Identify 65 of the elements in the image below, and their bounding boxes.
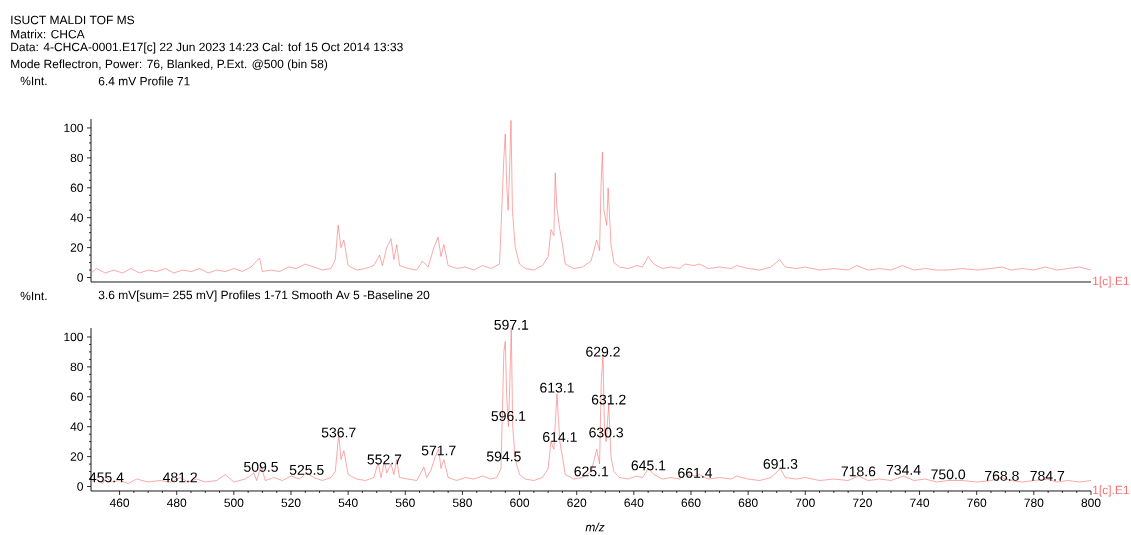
y-tick-label: 100	[64, 123, 83, 133]
annotation: 571.7	[421, 445, 456, 456]
x-tick-label: 620	[567, 498, 587, 508]
y-tick-label: 20	[70, 243, 83, 252]
x-tick-label: 520	[281, 498, 301, 508]
x-tick-label: 540	[338, 498, 358, 508]
text: 1[c].E1	[1093, 276, 1129, 288]
x-tick-label: 800	[1081, 498, 1101, 508]
annotation: 718.6	[841, 466, 876, 477]
annotation: 597.1	[494, 319, 529, 330]
annotation: 596.1	[491, 411, 526, 422]
y-tick-label: 60	[70, 183, 83, 193]
x-tick-label: 560	[395, 498, 415, 508]
x-axis-title: m/z	[585, 522, 605, 532]
x-tick-label: 740	[910, 498, 930, 508]
annotation: 661.4	[678, 467, 713, 478]
y-tick-label: 60	[70, 392, 83, 402]
annotation: 536.7	[321, 427, 356, 438]
y-axis-title: %Int.	[20, 76, 47, 86]
x-tick-label: 700	[795, 498, 815, 508]
x-tick-label: 460	[109, 498, 130, 508]
y-tick-label: 0	[77, 482, 83, 491]
annotation: 613.1	[540, 382, 574, 393]
x-tick-label: 480	[166, 498, 187, 508]
x-tick-label: 500	[224, 498, 244, 508]
x-tick-label: 660	[681, 498, 701, 508]
annotation: 629.2	[586, 346, 620, 357]
y-axis-title: %Int.	[20, 291, 47, 301]
annotation: 625.1	[574, 466, 609, 477]
chart-title: ISUCT MALDI TOF MS	[11, 15, 135, 25]
text: Data: 4-CHCA-0001.E17[c] 22 Jun 2023 14:23 Cal: tof 15 Oct 2014 13:33	[11, 42, 403, 54]
annotation: 645.1	[631, 460, 666, 471]
annotation: 691.3	[763, 458, 798, 469]
x-tick-label: 580	[452, 498, 472, 508]
annotation: 750.0	[931, 469, 966, 480]
x-tick-label: 600	[510, 498, 530, 508]
chart-subtitle: 6.4 mV Profile 71	[98, 76, 190, 86]
text: Mode Reflectron, Power: 76, Blanked, P.Ext. @500 (bin 58)	[11, 59, 328, 71]
y-tick-label: 100	[64, 332, 83, 342]
x-tick-label: 760	[967, 498, 987, 508]
annotation: 594.5	[486, 451, 521, 462]
annotation: 481.2	[162, 472, 197, 483]
x-tick-label: 720	[853, 498, 872, 508]
y-tick-label: 40	[70, 422, 83, 431]
annotation: 768.8	[985, 470, 1019, 481]
chart-subtitle: 3.6 mV[sum= 255 mV] Profiles 1-71 Smooth Av 5 -Baseline 20	[98, 290, 430, 302]
x-tick-label: 780	[1024, 498, 1044, 508]
y-tick-label: 0	[77, 273, 83, 282]
annotation: 734.4	[886, 464, 921, 475]
y-tick-label: 20	[70, 452, 83, 461]
text: 1[c].E1	[1093, 485, 1129, 497]
annotation: 552.7	[367, 454, 402, 465]
annotation: 509.5	[244, 461, 278, 472]
x-tick-label: 680	[738, 498, 758, 508]
annotation: 614.1	[543, 432, 577, 442]
y-tick-label: 40	[70, 213, 83, 222]
text: Matrix: CHCA	[11, 29, 85, 39]
y-tick-label: 80	[70, 153, 83, 163]
x-tick-label: 640	[624, 498, 644, 508]
annotation: 455.4	[89, 472, 124, 483]
annotation: 525.5	[289, 464, 324, 475]
annotation: 784.7	[1030, 470, 1065, 481]
annotation: 631.2	[591, 394, 626, 405]
y-tick-label: 80	[70, 362, 83, 372]
annotation: 630.3	[589, 427, 624, 438]
